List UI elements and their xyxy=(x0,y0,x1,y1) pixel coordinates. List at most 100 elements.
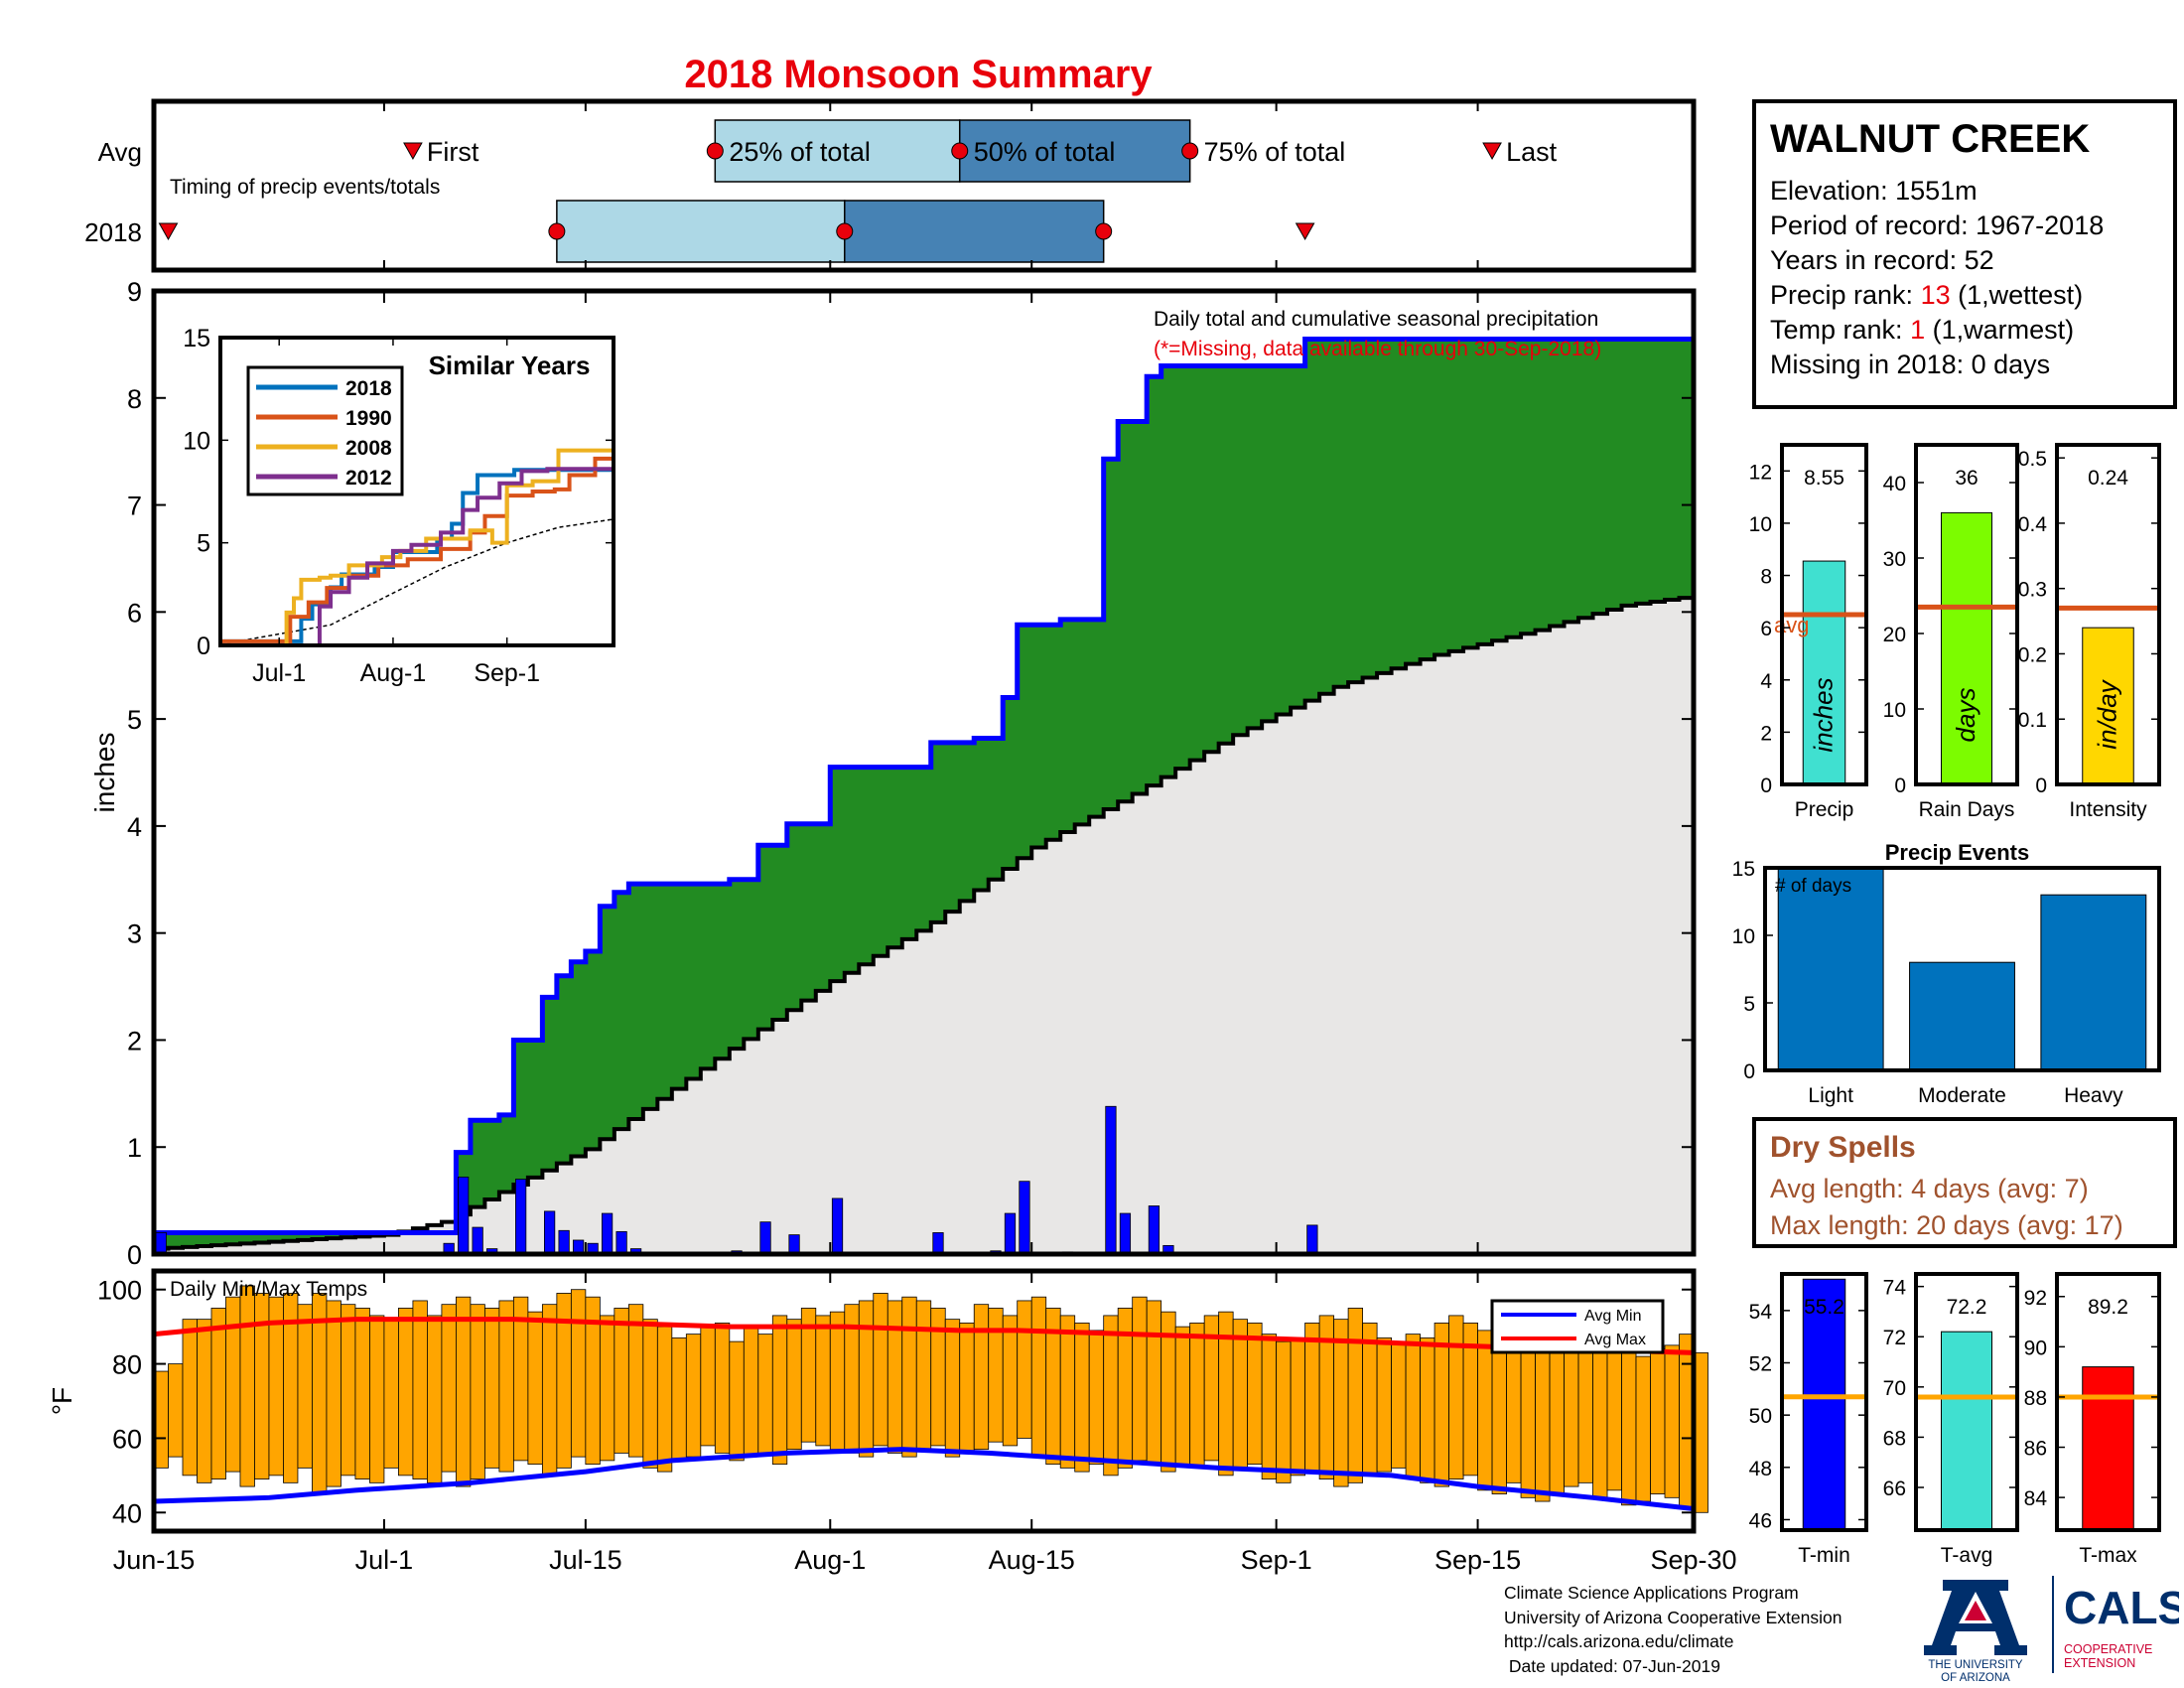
daily-temp-bar xyxy=(1146,1300,1162,1466)
daily-temp-bar xyxy=(398,1308,414,1477)
event-y-label: 0 xyxy=(1743,1060,1755,1083)
stat-y-label: 30 xyxy=(1883,548,1906,571)
y-tick-label: 9 xyxy=(127,277,142,307)
dry-spells-box: Dry Spells Avg length: 4 days (avg: 7) M… xyxy=(1752,1117,2177,1248)
avg-label-first: First xyxy=(427,137,479,167)
stat-value-label-T-max: 89.2 xyxy=(2088,1296,2128,1319)
daily-precip-bar xyxy=(1004,1212,1017,1255)
date-axis-label: Sep-1 xyxy=(1241,1545,1312,1575)
events-frame xyxy=(1763,866,2161,1072)
daily-temp-bar xyxy=(599,1315,615,1462)
stat-y-label: 74 xyxy=(1883,1277,1907,1300)
y-tick-label: 4 xyxy=(127,812,142,842)
daily-temp-bar xyxy=(1103,1315,1119,1477)
main-subtitle: (*=Missing, data available through 30-Se… xyxy=(1154,338,1601,360)
event-category-label: Heavy xyxy=(2064,1084,2123,1107)
daily-temp-bar xyxy=(729,1340,745,1462)
inset-title: Similar Years xyxy=(429,351,591,380)
inset-y-label: 10 xyxy=(183,427,210,455)
daily-temp-bar xyxy=(1577,1340,1593,1483)
events-title: Precip Events xyxy=(1885,840,2030,865)
footer-credits: Climate Science Applications Program Uni… xyxy=(1504,1581,1842,1678)
stat-y-label: 68 xyxy=(1883,1427,1906,1450)
timing-panel: First 25% of total 50% of total 75% of tota… xyxy=(84,98,1697,273)
stat-panel-frame-Rain Days xyxy=(1914,443,2019,786)
daily-temp-bar xyxy=(1362,1323,1378,1477)
stat-category-label-T-min: T-min xyxy=(1798,1544,1850,1567)
daily-temp-bar xyxy=(815,1315,831,1447)
date-axis-label: Jun-15 xyxy=(113,1545,196,1575)
daily-precip-bar xyxy=(601,1212,614,1255)
daily-precip-bar xyxy=(615,1230,627,1255)
stat-y-label: 4 xyxy=(1760,670,1772,693)
footer-link[interactable]: http://cals.arizona.edu/climate xyxy=(1504,1631,1734,1651)
daily-temp-bar xyxy=(1247,1323,1263,1466)
y-tick-label: 8 xyxy=(127,384,142,414)
daily-temp-bar xyxy=(1420,1336,1435,1483)
avg-last-triangle xyxy=(1482,142,1502,161)
y-tick-label: 6 xyxy=(127,598,142,628)
daily-temp-bar xyxy=(297,1304,313,1469)
stat-panel-frame-T-max xyxy=(2055,1272,2161,1532)
temps-title: Daily Min/Max Temps xyxy=(170,1278,367,1301)
stat-y-label: 84 xyxy=(2024,1487,2048,1510)
main-title: Daily total and cumulative seasonal prec… xyxy=(1154,308,1598,331)
legend-label-avg-min: Avg Min xyxy=(1584,1308,1642,1325)
stat-y-label: 0 xyxy=(2035,774,2047,797)
y2018-q2-box xyxy=(844,200,1105,263)
footer-line-2: University of Arizona Cooperative Extens… xyxy=(1504,1607,1843,1627)
stat-y-label: 48 xyxy=(1749,1458,1772,1480)
daily-precip-bar xyxy=(558,1229,570,1255)
dry-spells-title: Dry Spells xyxy=(1770,1131,1916,1164)
inset-y-label: 0 xyxy=(197,633,210,660)
daily-precip-bar xyxy=(788,1234,800,1255)
events-annotation: # of days xyxy=(1775,876,1851,897)
temp-rank-value: 1 xyxy=(1910,315,1926,345)
daily-temp-bar xyxy=(944,1319,961,1458)
stat-y-label: 0.1 xyxy=(2018,709,2047,732)
legend-label-avg-max: Avg Max xyxy=(1584,1332,1646,1348)
daily-precip-bar xyxy=(515,1179,527,1255)
daily-temp-bar xyxy=(1491,1348,1507,1494)
event-bar-Light xyxy=(1777,867,1884,1071)
event-bar-Moderate xyxy=(1909,961,2015,1071)
stat-y-label: 0 xyxy=(1760,774,1772,797)
temps-ylabel: °F xyxy=(47,1387,77,1415)
row-label-2018: 2018 xyxy=(84,217,142,247)
daily-temp-bar xyxy=(1290,1336,1306,1477)
daily-temp-bar xyxy=(210,1308,226,1480)
daily-temp-bar xyxy=(1564,1336,1579,1487)
daily-temp-bar xyxy=(771,1315,788,1466)
ua-line-1: THE UNIVERSITY xyxy=(1928,1659,2023,1671)
footer-date: Date updated: 07-Jun-2019 xyxy=(1504,1655,1720,1676)
daily-precip-bar xyxy=(759,1221,771,1255)
university-of-arizona-logo: THE UNIVERSITY OF ARIZONA xyxy=(1924,1580,2027,1683)
daily-temp-bar xyxy=(1017,1300,1032,1439)
daily-temp-bar xyxy=(786,1319,802,1451)
stat-y-label: 50 xyxy=(1749,1405,1772,1428)
inset-x-label: Sep-1 xyxy=(474,659,540,687)
daily-temp-bar xyxy=(441,1304,457,1473)
y-tick-label: 1 xyxy=(127,1133,142,1163)
precip-rank-value: 13 xyxy=(1920,280,1951,310)
daily-temp-bar xyxy=(743,1326,759,1458)
temp-rank-prefix: Temp rank: xyxy=(1770,315,1911,345)
daily-temp-bar xyxy=(182,1319,198,1477)
stat-bar-T-max xyxy=(2082,1366,2134,1531)
temp-y-label: 100 xyxy=(97,1276,142,1306)
precip-rank-suffix: (1,wettest) xyxy=(1950,280,2084,310)
daily-temp-bar xyxy=(1132,1296,1148,1462)
daily-temps-panel: 40 60 80 100 Daily Min/Max Temps °F Avg Min Avg… xyxy=(47,1268,1708,1534)
daily-precip-bar xyxy=(544,1210,556,1255)
inset-x-label: Jul-1 xyxy=(252,659,306,687)
daily-temp-bar xyxy=(456,1296,472,1487)
daily-temp-bar xyxy=(656,1326,673,1473)
daily-temp-bar xyxy=(1650,1348,1666,1494)
daily-temp-bar xyxy=(671,1336,687,1462)
daily-temp-bar xyxy=(1074,1323,1090,1473)
station-period: Period of record: 1967-2018 xyxy=(1770,211,2105,240)
stat-y-label: 88 xyxy=(2024,1387,2047,1410)
daily-temp-bar xyxy=(685,1334,702,1458)
daily-precip-bar xyxy=(1148,1205,1160,1255)
daily-precip-bar xyxy=(831,1197,844,1255)
